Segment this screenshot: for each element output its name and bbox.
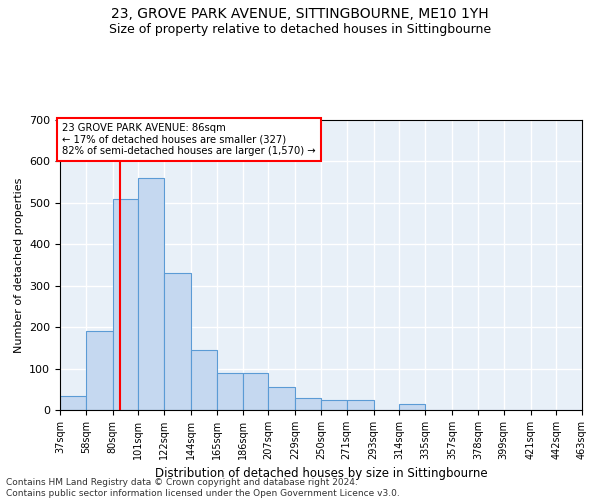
Bar bbox=[60, 396, 86, 410]
Bar bbox=[268, 387, 295, 410]
Bar bbox=[86, 332, 113, 410]
Text: 23 GROVE PARK AVENUE: 86sqm
← 17% of detached houses are smaller (327)
82% of se: 23 GROVE PARK AVENUE: 86sqm ← 17% of det… bbox=[62, 123, 316, 156]
Bar bbox=[242, 372, 268, 410]
Bar bbox=[347, 400, 374, 410]
Bar bbox=[191, 350, 217, 410]
X-axis label: Distribution of detached houses by size in Sittingbourne: Distribution of detached houses by size … bbox=[155, 468, 487, 480]
Bar bbox=[295, 398, 321, 410]
Y-axis label: Number of detached properties: Number of detached properties bbox=[14, 178, 23, 352]
Bar bbox=[321, 400, 347, 410]
Text: 23, GROVE PARK AVENUE, SITTINGBOURNE, ME10 1YH: 23, GROVE PARK AVENUE, SITTINGBOURNE, ME… bbox=[111, 8, 489, 22]
Text: Size of property relative to detached houses in Sittingbourne: Size of property relative to detached ho… bbox=[109, 22, 491, 36]
Text: Contains HM Land Registry data © Crown copyright and database right 2024.
Contai: Contains HM Land Registry data © Crown c… bbox=[6, 478, 400, 498]
Bar bbox=[139, 178, 164, 410]
Bar bbox=[217, 372, 242, 410]
Bar bbox=[113, 198, 139, 410]
Bar bbox=[164, 274, 191, 410]
Bar bbox=[400, 404, 425, 410]
